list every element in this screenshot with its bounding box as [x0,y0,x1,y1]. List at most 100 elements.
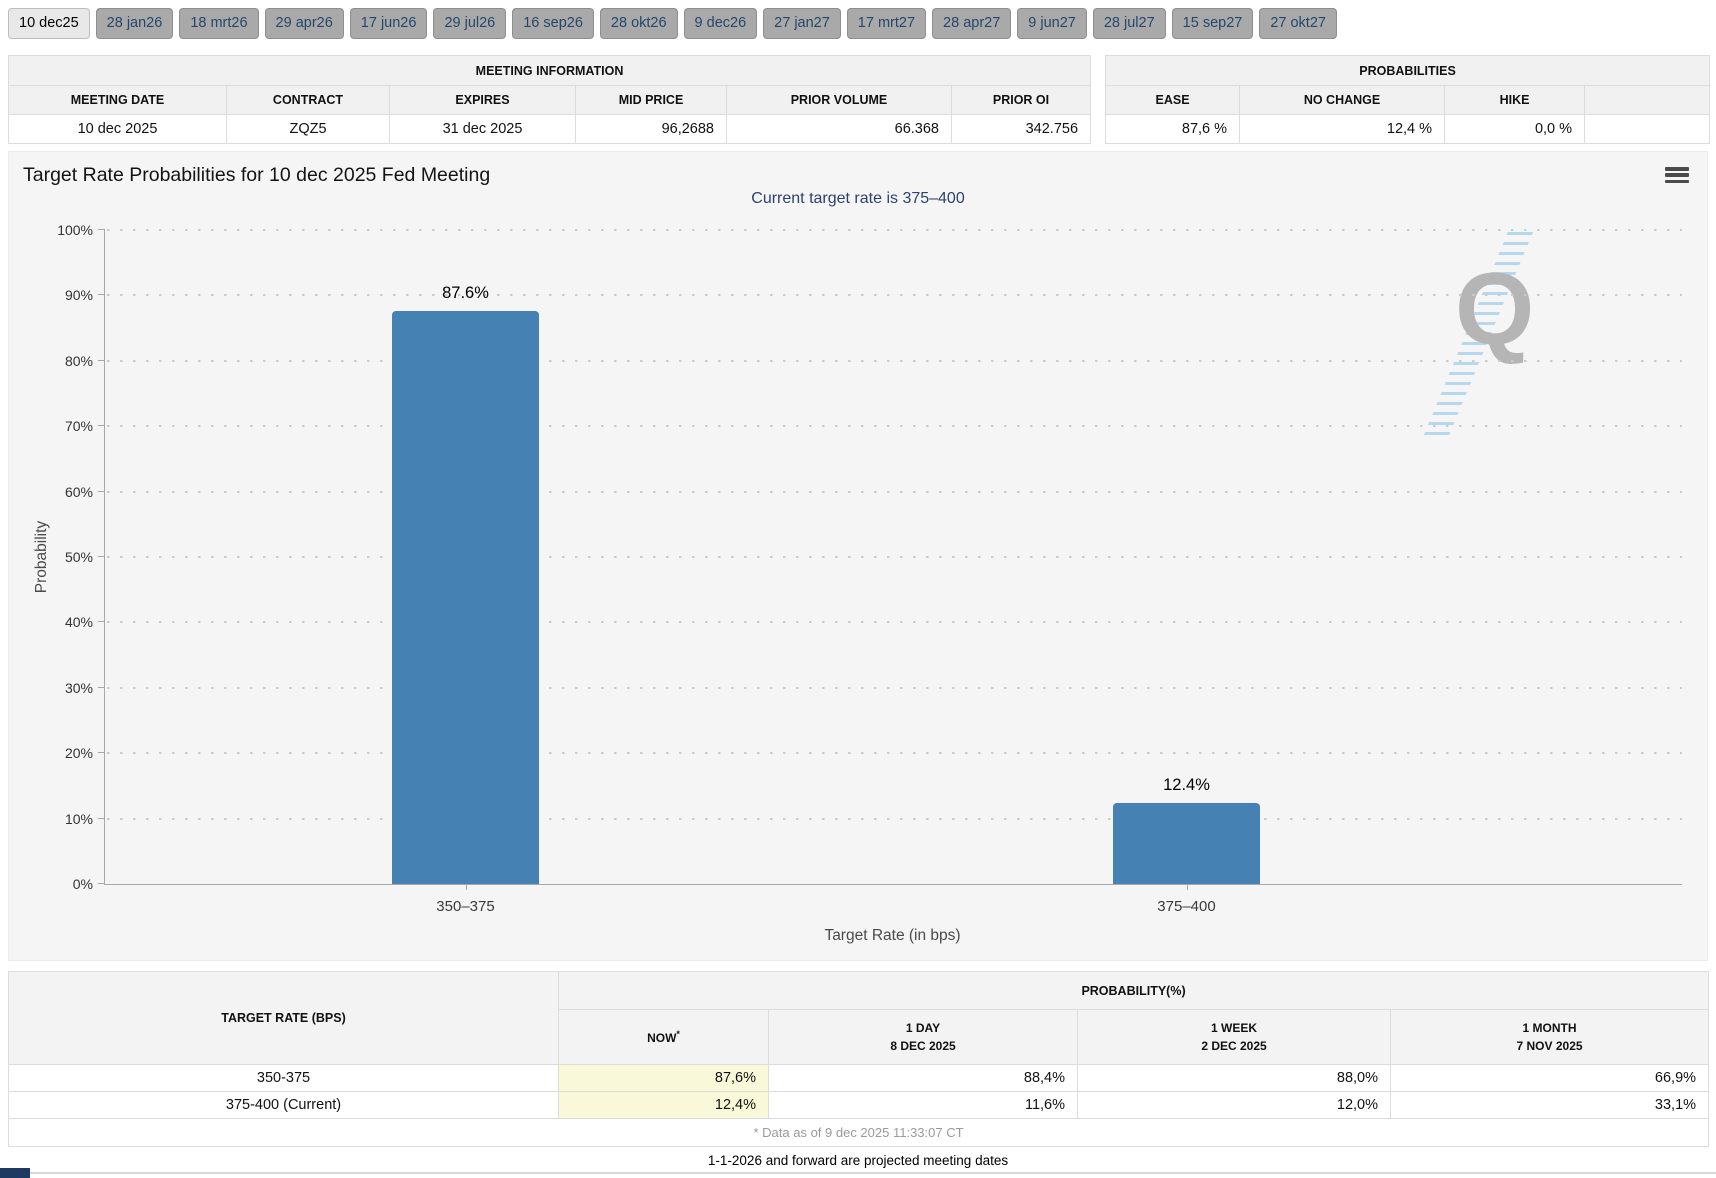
footnote-marker: * [676,1029,680,1039]
meeting-info-header-row: MEETING DATE CONTRACT EXPIRES MID PRICE PRIO… [8,85,1092,115]
probabilities-value-row: 87,6 % 12,4 % 0,0 % [1105,114,1711,144]
top-info-row: MEETING INFORMATION MEETING DATE CONTRACT… [7,55,1711,144]
tab-16-sep26[interactable]: 16 sep26 [512,8,594,39]
meeting-info-value: 66.368 [726,114,952,144]
gridline [107,621,1682,624]
y-axis-tick [98,686,105,688]
x-axis-tick [1186,884,1188,890]
history-table-body: 350-375 87,6% 88,4% 88,0% 66,9% 375-400 (Curr… [8,1064,1710,1119]
table-row: 350-375 87,6% 88,4% 88,0% 66,9% [8,1064,1710,1092]
meeting-information-title: MEETING INFORMATION [7,55,1092,86]
gridline [107,556,1682,558]
meeting-info-column-header: PRIOR OI [950,85,1092,115]
target-rate-bps-header: TARGET RATE (BPS) [8,971,559,1065]
meeting-info-value-row: 10 dec 2025 ZQZ5 31 dec 2025 96,2688 66.368 3… [8,114,1092,144]
tab-28-jul27[interactable]: 28 jul27 [1092,8,1166,39]
probabilities-value: 87,6 % [1105,114,1241,144]
menu-bar [1665,167,1689,171]
tab-29-jul26[interactable]: 29 jul26 [433,8,507,39]
gridline [107,752,1682,755]
tab-9-jun27[interactable]: 9 jun27 [1017,8,1087,39]
y-axis-tick [98,359,105,361]
tab-27-jan27[interactable]: 27 jan27 [763,8,841,39]
meeting-info-column-header: MEETING DATE [8,85,227,115]
tab-28-apr27[interactable]: 28 apr27 [932,8,1012,39]
probabilities-table: PROBABILITIES EASE NO CHANGE HIKE 87,6 % 12… [1105,55,1711,144]
gridline [107,817,1682,820]
y-axis-tick-label: 30% [64,679,93,696]
y-axis-tick [98,817,105,819]
x-axis-tick [465,884,467,890]
y-axis-tick-label: 70% [64,418,93,435]
tab-17-mrt27[interactable]: 17 mrt27 [846,8,927,39]
meeting-info-value: 10 dec 2025 [8,114,227,144]
chart-title: Target Rate Probabilities for 10 dec 202… [23,164,491,186]
meeting-information-table: MEETING INFORMATION MEETING DATE CONTRACT… [7,55,1092,144]
history-column-header-label: NOW [647,1031,677,1045]
menu-bar [1665,179,1689,184]
gridline [107,425,1682,428]
y-axis-tick-label: 90% [64,287,93,304]
probability-history-section: TARGET RATE (BPS) PROBABILITY(%) NOW* 1 D… [7,971,1710,1147]
meeting-info-value: ZQZ5 [226,114,390,144]
hamburger-menu-icon[interactable] [1665,167,1689,186]
tab-18-mrt26[interactable]: 18 mrt26 [179,8,259,39]
bottom-corner-chip [0,1168,30,1178]
bar-value-label: 87.6% [442,284,489,302]
probabilities-column-header: HIKE [1444,85,1586,115]
week-probability-cell: 88,0% [1077,1064,1391,1092]
y-axis-tick [98,556,105,557]
probabilities-column-header: NO CHANGE [1239,85,1446,115]
history-column-header-label: 1 WEEK [1210,1021,1257,1035]
y-axis-tick [98,229,105,230]
tab-29-apr26[interactable]: 29 apr26 [264,8,344,39]
projected-dates-note: 1-1-2026 and forward are projected meeti… [707,1153,1009,1168]
tab-15-sep27[interactable]: 15 sep27 [1171,8,1254,39]
tab-9-dec26[interactable]: 9 dec26 [683,8,758,39]
y-axis-tick [98,425,105,427]
x-axis-category-label: 350–375 [436,898,495,915]
y-axis-tick-label: 0% [72,876,93,892]
probability-bar [392,311,539,884]
probabilities-value: 0,0 % [1444,114,1586,144]
y-axis-tick [98,294,105,296]
month-probability-cell: 66,9% [1389,1064,1710,1092]
fed-meeting-chart-panel: Target Rate Probabilities for 10 dec 202… [8,151,1708,961]
gridline [107,229,1682,231]
meeting-info-value: 342.756 [950,114,1092,144]
tab-10-dec25[interactable]: 10 dec25 [8,8,90,39]
history-subheader-row: NOW* 1 DAY 8 DEC 2025 1 WEEK 2 DEC 2025 1 MON… [9,1009,1710,1065]
gridline [107,490,1682,493]
now-probability-cell: 87,6% [558,1064,769,1092]
y-axis-tick-label: 20% [64,745,93,762]
y-axis-tick [98,883,105,884]
footer-separator [0,1172,1716,1174]
y-axis-tick-label: 40% [64,614,93,631]
target-rate-cell: 375-400 (Current) [8,1091,559,1119]
meeting-info-column-header: CONTRACT [226,85,390,115]
tab-27-okt27[interactable]: 27 okt27 [1259,8,1337,39]
y-axis-tick-label: 80% [64,352,93,369]
y-axis-tick [98,621,105,623]
filler-cell [1584,85,1711,115]
probability-group-header: PROBABILITY(%) [557,971,1710,1010]
table-row: 375-400 (Current) 12,4% 11,6% 12,0% 33,1% [8,1091,1710,1119]
probability-bar [1113,803,1260,884]
probabilities-column-header: EASE [1105,85,1241,115]
meeting-info-column-header: EXPIRES [389,85,576,115]
probabilities-value: 12,4 % [1239,114,1446,144]
meeting-info-value: 31 dec 2025 [389,114,576,144]
x-axis-category-label: 375–400 [1157,898,1216,915]
y-axis-tick-label: 60% [64,483,93,500]
tab-17-jun26[interactable]: 17 jun26 [349,8,428,39]
bar-value-label: 12.4% [1163,776,1210,794]
probabilities-header-row: EASE NO CHANGE HIKE [1105,85,1711,115]
history-column-header-label: 1 MONTH [1522,1021,1577,1035]
history-column-header: 1 MONTH 7 NOV 2025 [1389,1009,1710,1065]
tab-28-jan26[interactable]: 28 jan26 [95,8,174,39]
tab-28-okt26[interactable]: 28 okt26 [599,8,678,39]
x-axis-title: Target Rate (in bps) [824,927,961,944]
y-axis-tick [98,752,105,754]
history-column-header-label: 1 DAY [905,1021,941,1035]
